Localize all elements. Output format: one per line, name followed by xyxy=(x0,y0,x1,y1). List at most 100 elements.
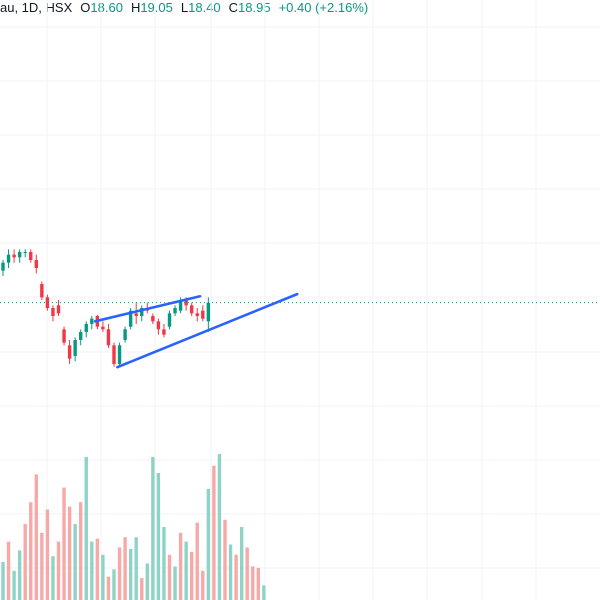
candle xyxy=(73,337,77,362)
volume-bar xyxy=(51,556,55,600)
ohlc-legend: au, 1D, HSX O 18.60 H 19.05 L 18.40 C 18… xyxy=(0,0,368,16)
volume-bar xyxy=(128,548,133,600)
volume-bar xyxy=(201,570,205,600)
candle-body xyxy=(90,318,94,324)
volume-bar xyxy=(12,570,16,600)
candle-body xyxy=(190,305,194,314)
candle xyxy=(167,310,172,330)
candle xyxy=(201,305,205,322)
volume-bar xyxy=(134,537,138,600)
candle-body xyxy=(17,252,22,258)
candle-body xyxy=(56,305,61,314)
candle-body xyxy=(101,326,105,330)
candle xyxy=(106,323,111,348)
candle xyxy=(123,326,127,343)
candle-body xyxy=(117,345,122,364)
candle-body xyxy=(134,313,138,316)
candle xyxy=(79,329,83,346)
candle-body xyxy=(162,329,166,335)
candle-body xyxy=(62,329,66,343)
volume-bar xyxy=(228,544,233,600)
candle-body xyxy=(29,252,33,261)
candle-body xyxy=(45,297,50,308)
candle xyxy=(151,313,155,324)
candle xyxy=(173,305,177,316)
candle-body xyxy=(12,254,16,258)
candle-body xyxy=(178,300,183,311)
close-value: 18.95 xyxy=(238,0,271,15)
volume-bar xyxy=(106,576,111,600)
candle-body xyxy=(112,345,116,364)
candle-body xyxy=(128,310,133,327)
candle-body xyxy=(6,254,11,263)
candle-body xyxy=(51,307,55,316)
volume-bar xyxy=(217,454,222,600)
volume-bar xyxy=(45,509,50,600)
volume-bar xyxy=(212,465,216,600)
volume-bar xyxy=(239,527,244,600)
volume-bar xyxy=(262,585,266,600)
volume-bar xyxy=(1,562,5,600)
candle xyxy=(156,318,161,335)
trendlines[interactable] xyxy=(93,292,299,369)
volume-bar xyxy=(56,541,61,600)
trendline-channel-lower[interactable] xyxy=(116,292,299,369)
candle-body xyxy=(184,300,188,306)
candle xyxy=(17,249,22,263)
volume-bar xyxy=(151,456,155,600)
candle-body xyxy=(173,307,177,314)
volume-bar xyxy=(95,538,100,600)
candle-body xyxy=(79,331,83,340)
volume-bar xyxy=(156,472,161,600)
candle xyxy=(140,305,144,322)
candle-body xyxy=(206,302,211,322)
candle xyxy=(84,321,88,338)
volume-bar xyxy=(101,554,105,600)
candle xyxy=(162,323,166,338)
open-value: 18.60 xyxy=(90,0,123,15)
candle-body xyxy=(151,315,155,322)
candle xyxy=(23,249,27,258)
candle xyxy=(6,249,11,269)
volume-bar xyxy=(123,537,127,600)
volume-bar xyxy=(40,532,44,600)
candle-body xyxy=(1,262,5,271)
volume-bar xyxy=(112,569,116,600)
candle xyxy=(12,249,16,263)
high-value: 19.05 xyxy=(140,0,173,15)
candle xyxy=(112,342,116,367)
candle-body xyxy=(67,345,72,359)
trendline-channel-upper[interactable] xyxy=(93,294,202,323)
candle-body xyxy=(106,329,111,346)
candle-body xyxy=(123,329,127,340)
candle xyxy=(1,260,5,277)
candle xyxy=(40,281,44,300)
volume-bar xyxy=(34,474,38,600)
volume-bar xyxy=(90,541,94,600)
candle xyxy=(128,307,133,330)
volume-bar xyxy=(173,566,177,600)
volume-bar xyxy=(256,567,260,600)
candle-body xyxy=(84,323,88,332)
volume-bar xyxy=(62,487,66,600)
candle xyxy=(134,302,138,324)
volume-bar xyxy=(167,554,172,600)
candle-body xyxy=(73,339,77,356)
candle xyxy=(51,305,55,322)
candle xyxy=(190,302,194,316)
candle xyxy=(62,326,66,346)
candle xyxy=(67,339,72,364)
volume-bar xyxy=(117,547,122,600)
volume-bar xyxy=(145,563,149,600)
volume-bar xyxy=(17,550,22,600)
candle-body xyxy=(201,310,205,319)
volume-bar xyxy=(223,519,227,600)
candle xyxy=(90,315,94,330)
candle xyxy=(34,254,38,274)
volume-bar xyxy=(29,502,33,600)
candle xyxy=(101,321,105,332)
open-label: O xyxy=(80,0,91,15)
candle-body xyxy=(140,307,144,316)
